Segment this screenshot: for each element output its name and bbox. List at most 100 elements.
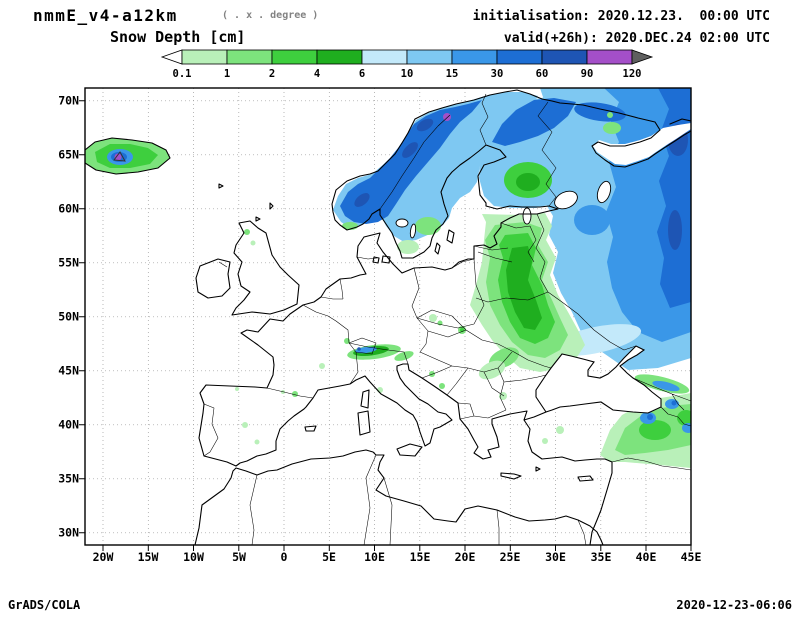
valid-time-label: valid(+26h): 2020.DEC.24 02:00 UTC [504, 31, 770, 46]
lon-label: 20E [455, 550, 476, 564]
lat-label: 45N [58, 364, 79, 378]
map-area [85, 88, 691, 545]
colorbar-right-arrow [631, 49, 654, 65]
colorbar-segment [586, 49, 633, 65]
black-sea [535, 345, 662, 414]
lakes [395, 180, 612, 239]
snow-region-anatolia-green [677, 410, 691, 426]
lon-label: 35E [591, 550, 612, 564]
snow-speck [439, 383, 445, 389]
lon-label: 25E [500, 550, 521, 564]
lat-label: 50N [58, 310, 79, 324]
snow-region-anatolia-green [639, 420, 671, 440]
lat-label: 30N [58, 526, 79, 540]
snow-speck [603, 122, 621, 134]
snow-speck [244, 229, 250, 235]
colorbar-label: 4 [314, 68, 320, 80]
lon-label: 5E [322, 550, 336, 564]
snow-speck [292, 391, 298, 397]
lake-vanern [395, 218, 409, 228]
snow-region-iceland-max-contour [113, 151, 126, 162]
snow-speck [254, 439, 260, 445]
lon-label: 15E [410, 550, 431, 564]
lon-label: 0 [281, 550, 288, 564]
lon-label: 10E [364, 550, 385, 564]
country-borders [203, 93, 691, 545]
snow-region-lapland [492, 98, 576, 146]
colorbar-label: 2 [269, 68, 275, 80]
snow-region-norway-navy [416, 118, 434, 132]
credit-label: GrADS/COLA [8, 598, 81, 612]
colorbar-label: 60 [536, 68, 549, 80]
snow-fill-layer [85, 88, 691, 468]
lat-ticks [79, 100, 85, 534]
colorbar-label: 10 [401, 68, 414, 80]
lon-label: 30E [545, 550, 566, 564]
lake-ladoga [554, 190, 578, 210]
lon-label: 15W [138, 550, 159, 564]
colorbar-segment [451, 49, 498, 65]
colorbar-segment [496, 49, 543, 65]
lon-label: 20W [93, 550, 114, 564]
lon-label: 45E [681, 550, 702, 564]
colorbar-label: 6 [359, 68, 365, 80]
lake-vattern [409, 223, 417, 239]
snow-region-russia-navy [668, 210, 682, 250]
snow-region-ladoga-blue [574, 205, 610, 235]
lake-peipus [522, 207, 532, 225]
snow-speck [235, 387, 239, 391]
colorbar-label: 120 [623, 68, 642, 80]
axis-ticks [79, 100, 692, 551]
colorbar-segment [271, 49, 318, 65]
snow-region-east-alps [394, 351, 414, 361]
grid-resolution-note: ( . x . degree ) [222, 10, 318, 21]
colorbar: 0.1 1 2 4 6 10 15 30 60 90 120 [160, 49, 654, 80]
lat-label: 40N [58, 418, 79, 432]
colorbar-segment [361, 49, 408, 65]
lat-label: 70N [58, 94, 79, 108]
lon-label: 10W [183, 550, 204, 564]
snow-region-east-europe-core [506, 246, 542, 330]
colorbar-label: 90 [581, 68, 594, 80]
footer: GrADS/COLA 2020-12-23-06:06 [8, 598, 792, 612]
colorbar-label: 15 [446, 68, 459, 80]
lake-onega [596, 180, 612, 204]
snow-region-kola [574, 102, 626, 122]
snow-region-anatolia-deep [671, 400, 677, 406]
colorbar-label: 0.1 [173, 68, 192, 80]
colorbar-labels: 0.1 1 2 4 6 10 15 30 60 90 120 [173, 68, 642, 80]
snow-region-anatolia-deep [647, 414, 653, 420]
coastlines [85, 89, 691, 545]
snow-region-kiruna-purple [443, 113, 451, 121]
colorbar-segment [541, 49, 588, 65]
colorbar-label: 1 [224, 68, 230, 80]
lon-label: 5W [232, 550, 246, 564]
snow-region-caucasus-blue [652, 380, 680, 392]
snow-speck [607, 112, 613, 118]
field-title: Snow Depth [cm] [110, 28, 245, 46]
snow-speck [242, 422, 248, 428]
generated-timestamp: 2020-12-23-06:06 [676, 598, 792, 612]
snow-region-norway-spine [340, 100, 482, 224]
snow-speck [429, 314, 437, 322]
snow-speck [542, 438, 548, 444]
header: nmmE_v4-a12km ( . x . degree ) Snow Dept… [33, 6, 770, 46]
colorbar-segment [316, 49, 363, 65]
lon-ticks [102, 545, 692, 551]
colorbar-segment [226, 49, 273, 65]
snow-region-norway-navy [354, 193, 370, 207]
lon-axis: 20W 15W 10W 5W 0 5E 10E 15E 20E 25E 30E … [93, 550, 702, 564]
snow-region-alps-navy [357, 347, 361, 351]
lon-label: 40E [636, 550, 657, 564]
snow-region-finland-green-core [516, 173, 540, 191]
snow-speck [556, 426, 564, 434]
snow-region-iceland-purple [114, 153, 122, 161]
snow-region-norway-navy [402, 142, 418, 158]
colorbar-segment [406, 49, 453, 65]
lat-axis: 70N 65N 60N 55N 50N 45N 40N 35N 30N [58, 94, 79, 540]
colorbar-segment [181, 49, 228, 65]
snow-region-sweden-green [415, 217, 441, 235]
init-time-label: initialisation: 2020.12.23. 00:00 UTC [473, 9, 770, 24]
lat-label: 60N [58, 202, 79, 216]
model-title: nmmE_v4-a12km [33, 6, 178, 25]
